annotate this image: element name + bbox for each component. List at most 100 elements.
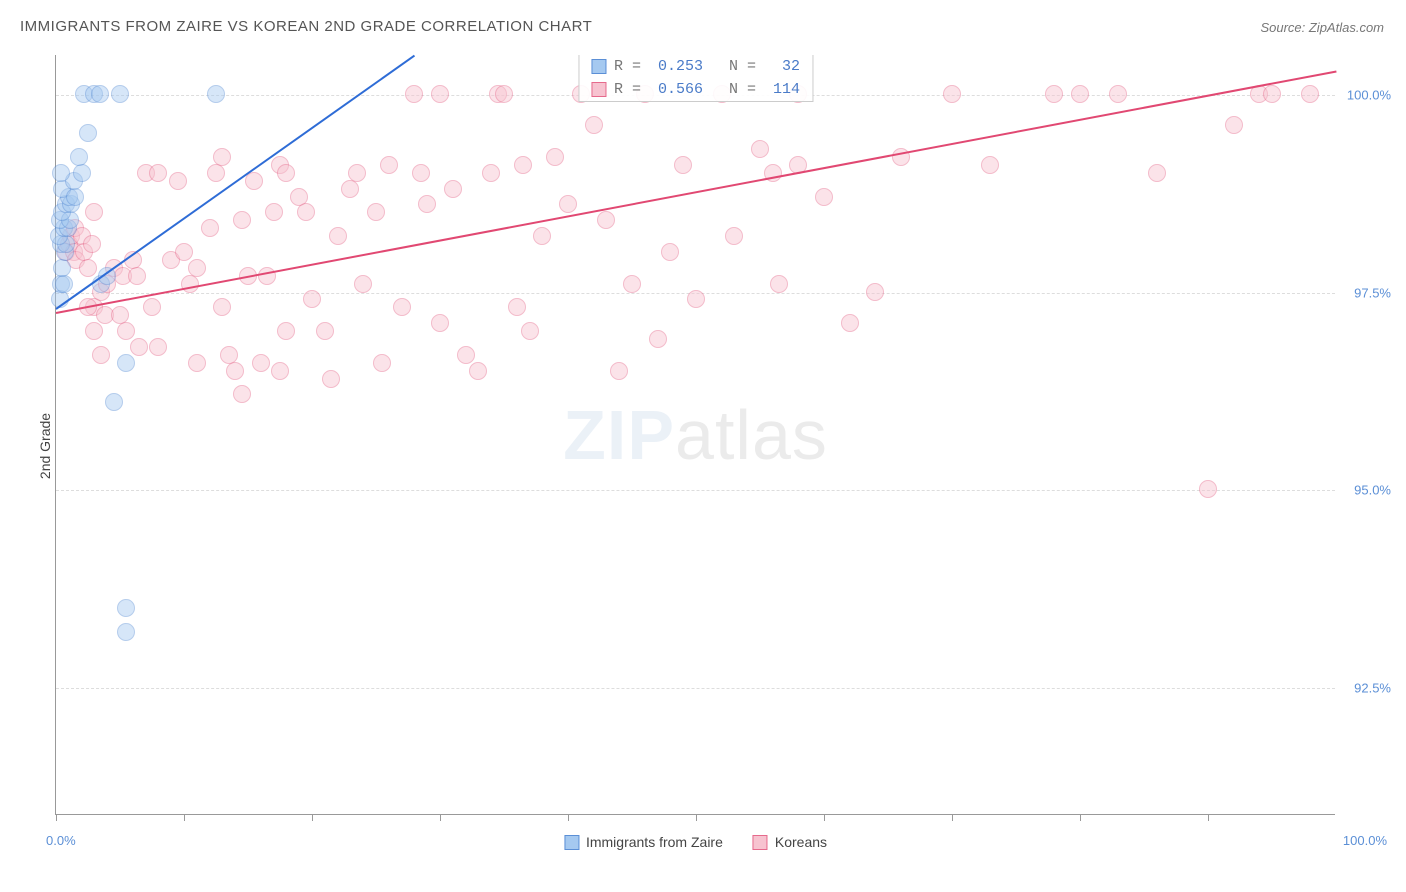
scatter-point-zaire [73,164,91,182]
scatter-point-korean [188,354,206,372]
scatter-point-korean [482,164,500,182]
scatter-point-korean [546,148,564,166]
scatter-point-korean [258,267,276,285]
scatter-point-zaire [117,354,135,372]
legend-row-korean: R = 0.566 N = 114 [579,78,812,101]
x-tick [824,814,825,821]
y-tick-label: 100.0% [1347,87,1391,102]
scatter-point-korean [201,219,219,237]
scatter-point-korean [207,164,225,182]
gridline [56,688,1335,689]
y-tick-label: 95.0% [1354,483,1391,498]
scatter-point-zaire [207,85,225,103]
legend-square-korean [591,82,606,97]
scatter-point-korean [1225,116,1243,134]
y-axis-label: 2nd Grade [37,413,53,479]
legend-row-zaire: R = 0.253 N = 32 [579,55,812,78]
scatter-point-korean [1301,85,1319,103]
x-axis-min-label: 0.0% [46,833,76,848]
chart-title: IMMIGRANTS FROM ZAIRE VS KOREAN 2ND GRAD… [20,18,592,35]
scatter-point-korean [354,275,372,293]
scatter-point-korean [92,346,110,364]
trendline-korean [56,71,1336,314]
scatter-point-zaire [117,623,135,641]
scatter-point-korean [83,235,101,253]
legend-item-korean: Koreans [753,834,827,850]
scatter-point-korean [770,275,788,293]
scatter-point-zaire [105,393,123,411]
x-tick [184,814,185,821]
legend-swatch-korean [753,835,768,850]
scatter-point-korean [128,267,146,285]
scatter-point-zaire [55,275,73,293]
scatter-point-zaire [66,188,84,206]
scatter-point-korean [213,298,231,316]
scatter-point-korean [815,188,833,206]
scatter-point-korean [866,283,884,301]
scatter-point-korean [457,346,475,364]
x-tick [568,814,569,821]
scatter-point-korean [508,298,526,316]
scatter-point-korean [277,322,295,340]
x-tick [440,814,441,821]
x-tick [1208,814,1209,821]
x-tick [312,814,313,821]
scatter-point-korean [623,275,641,293]
scatter-point-zaire [79,124,97,142]
scatter-point-zaire [70,148,88,166]
correlation-legend: R = 0.253 N = 32 R = 0.566 N = 114 [578,55,813,102]
scatter-point-korean [373,354,391,372]
legend-square-zaire [591,59,606,74]
chart-plot-area: ZIPatlas R = 0.253 N = 32 R = 0.566 N = … [55,55,1335,815]
scatter-point-zaire [53,259,71,277]
gridline [56,490,1335,491]
scatter-point-korean [841,314,859,332]
scatter-point-korean [674,156,692,174]
scatter-point-korean [495,85,513,103]
scatter-point-korean [380,156,398,174]
scatter-point-zaire [111,85,129,103]
scatter-point-korean [1109,85,1127,103]
scatter-point-korean [297,203,315,221]
scatter-point-korean [533,227,551,245]
scatter-point-korean [1045,85,1063,103]
scatter-point-korean [687,290,705,308]
scatter-point-korean [444,180,462,198]
x-axis-max-label: 100.0% [1343,833,1387,848]
legend-label-zaire: Immigrants from Zaire [586,834,723,850]
series-legend: Immigrants from Zaire Koreans [564,834,827,850]
scatter-point-zaire [117,599,135,617]
scatter-point-korean [649,330,667,348]
scatter-point-korean [514,156,532,174]
x-tick [1080,814,1081,821]
scatter-point-korean [981,156,999,174]
scatter-point-korean [130,338,148,356]
y-tick-label: 97.5% [1354,285,1391,300]
scatter-point-korean [85,203,103,221]
scatter-point-korean [943,85,961,103]
scatter-point-korean [233,211,251,229]
scatter-point-korean [316,322,334,340]
scatter-point-korean [149,164,167,182]
scatter-point-korean [181,275,199,293]
source-attribution: Source: ZipAtlas.com [1260,20,1384,35]
scatter-point-korean [610,362,628,380]
scatter-point-korean [271,362,289,380]
scatter-point-korean [149,338,167,356]
x-tick [952,814,953,821]
x-tick [56,814,57,821]
x-tick [696,814,697,821]
scatter-point-korean [303,290,321,308]
scatter-point-zaire [52,164,70,182]
scatter-point-korean [751,140,769,158]
scatter-point-korean [213,148,231,166]
scatter-point-korean [1263,85,1281,103]
scatter-point-korean [521,322,539,340]
legend-swatch-zaire [564,835,579,850]
scatter-point-korean [469,362,487,380]
scatter-point-korean [725,227,743,245]
scatter-point-korean [265,203,283,221]
scatter-point-korean [348,164,366,182]
scatter-point-zaire [91,85,109,103]
scatter-point-korean [322,370,340,388]
